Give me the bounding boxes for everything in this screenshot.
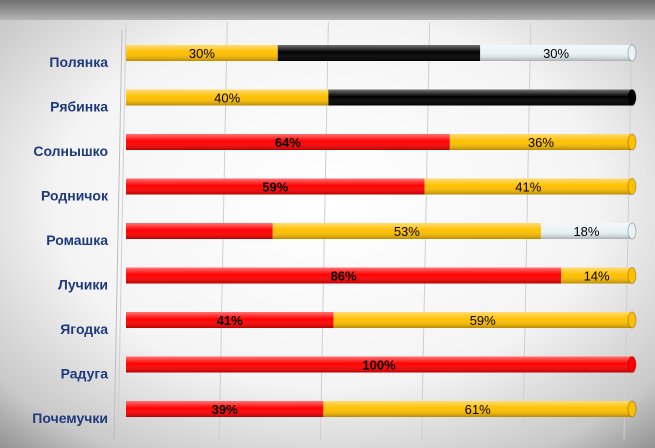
category-label: Ромашка <box>46 232 108 248</box>
bar-segment-shading <box>126 134 450 150</box>
data-label: 41% <box>217 313 243 328</box>
bar-end-cap <box>627 311 637 329</box>
data-label: 100% <box>362 358 396 373</box>
bar-segment-shading <box>126 223 273 239</box>
data-label: 36% <box>528 135 554 150</box>
bar-end-cap <box>627 44 637 62</box>
category-label: Рябинка <box>50 99 108 115</box>
category-label: Родничок <box>41 188 109 204</box>
data-label: 64% <box>275 135 301 150</box>
bar-segment-shading <box>323 401 632 417</box>
bar-segment-shading <box>126 267 562 284</box>
bars: 30% 30% 40% 64% 36% 59% 41% 53% 18% 86% 14% 41% 59% 1… <box>126 44 637 418</box>
bar-end-cap <box>627 400 637 418</box>
category-label: Полянка <box>49 54 108 70</box>
data-label: 39% <box>212 402 238 417</box>
bar-segment-shading <box>126 45 278 61</box>
bar-segment-shading <box>126 89 329 106</box>
category-label: Ягодка <box>60 321 108 337</box>
bar-end-cap <box>627 89 637 106</box>
data-label: 40% <box>214 91 240 106</box>
category-label: Почемучки <box>32 410 108 426</box>
bar-segment-shading <box>126 401 324 417</box>
bar-segment-shading <box>449 134 632 150</box>
bar-segment-shading <box>126 356 632 373</box>
data-label: 14% <box>584 269 610 284</box>
category-label: Радуга <box>61 366 109 382</box>
bar-segment-shading <box>540 223 632 239</box>
bar-segment-shading <box>277 45 481 61</box>
bar-segment-shading <box>480 45 632 61</box>
data-label: 61% <box>465 402 491 417</box>
data-label: 86% <box>331 269 357 284</box>
bar-end-cap <box>627 133 637 151</box>
category-label: Лучики <box>58 277 108 293</box>
bar-end-cap <box>627 222 637 240</box>
data-label: 18% <box>573 224 599 239</box>
bar-segment-shading <box>126 312 334 328</box>
data-label: 30% <box>543 46 569 61</box>
bar-end-cap <box>627 356 637 373</box>
bar-segment-shading <box>561 267 632 284</box>
y-axis-line <box>113 29 123 441</box>
data-label: 41% <box>515 180 541 195</box>
bar-segment-shading <box>272 223 541 239</box>
bar-end-cap <box>627 267 637 284</box>
category-axis: Полянка Рябинка Солнышко Родничок Ромашка Луч… <box>32 29 123 441</box>
bar-segment-shading <box>333 312 632 328</box>
bar-end-cap <box>627 178 637 195</box>
top-band <box>0 0 655 20</box>
bar-segment-shading <box>328 89 632 106</box>
bar-segment-shading <box>126 178 425 195</box>
bar-segment-shading <box>424 178 632 195</box>
data-label: 30% <box>189 46 215 61</box>
category-label: Солнышко <box>33 143 108 159</box>
data-label: 59% <box>470 313 496 328</box>
data-label: 53% <box>394 224 420 239</box>
data-label: 59% <box>262 180 288 195</box>
gridline <box>117 21 127 441</box>
